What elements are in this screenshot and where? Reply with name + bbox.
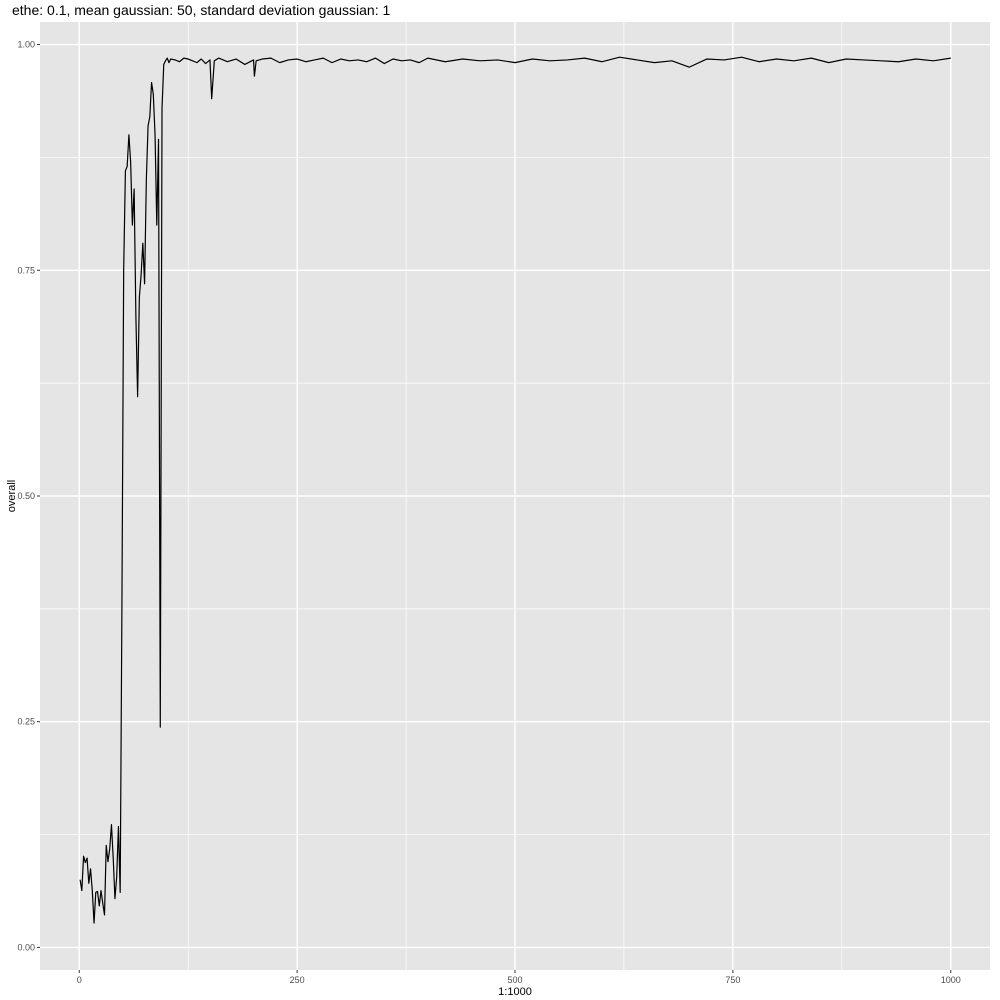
series-line — [79, 56, 951, 924]
chart-title: ethe: 0.1, mean gaussian: 50, standard d… — [12, 2, 391, 18]
y-axis-title: overall — [6, 480, 18, 512]
x-tick-label: 0 — [77, 975, 82, 985]
y-tick-label: 0.00 — [17, 942, 35, 952]
y-axis-tick-labels: 0.00 0.25 0.50 0.75 1.00 — [17, 40, 35, 953]
x-tick-label: 1000 — [941, 975, 961, 985]
y-tick-label: 0.75 — [17, 265, 35, 275]
y-tick-label: 0.50 — [17, 491, 35, 501]
x-axis-tick-labels: 0 250 500 750 1000 — [77, 975, 961, 985]
axis-ticks — [37, 44, 952, 973]
x-axis-title: 1:1000 — [498, 986, 532, 998]
y-tick-label: 1.00 — [17, 40, 35, 50]
x-tick-label: 250 — [290, 975, 305, 985]
x-tick-label: 750 — [725, 975, 740, 985]
x-tick-label: 500 — [507, 975, 522, 985]
y-tick-label: 0.25 — [17, 717, 35, 727]
major-gridlines — [40, 22, 990, 970]
